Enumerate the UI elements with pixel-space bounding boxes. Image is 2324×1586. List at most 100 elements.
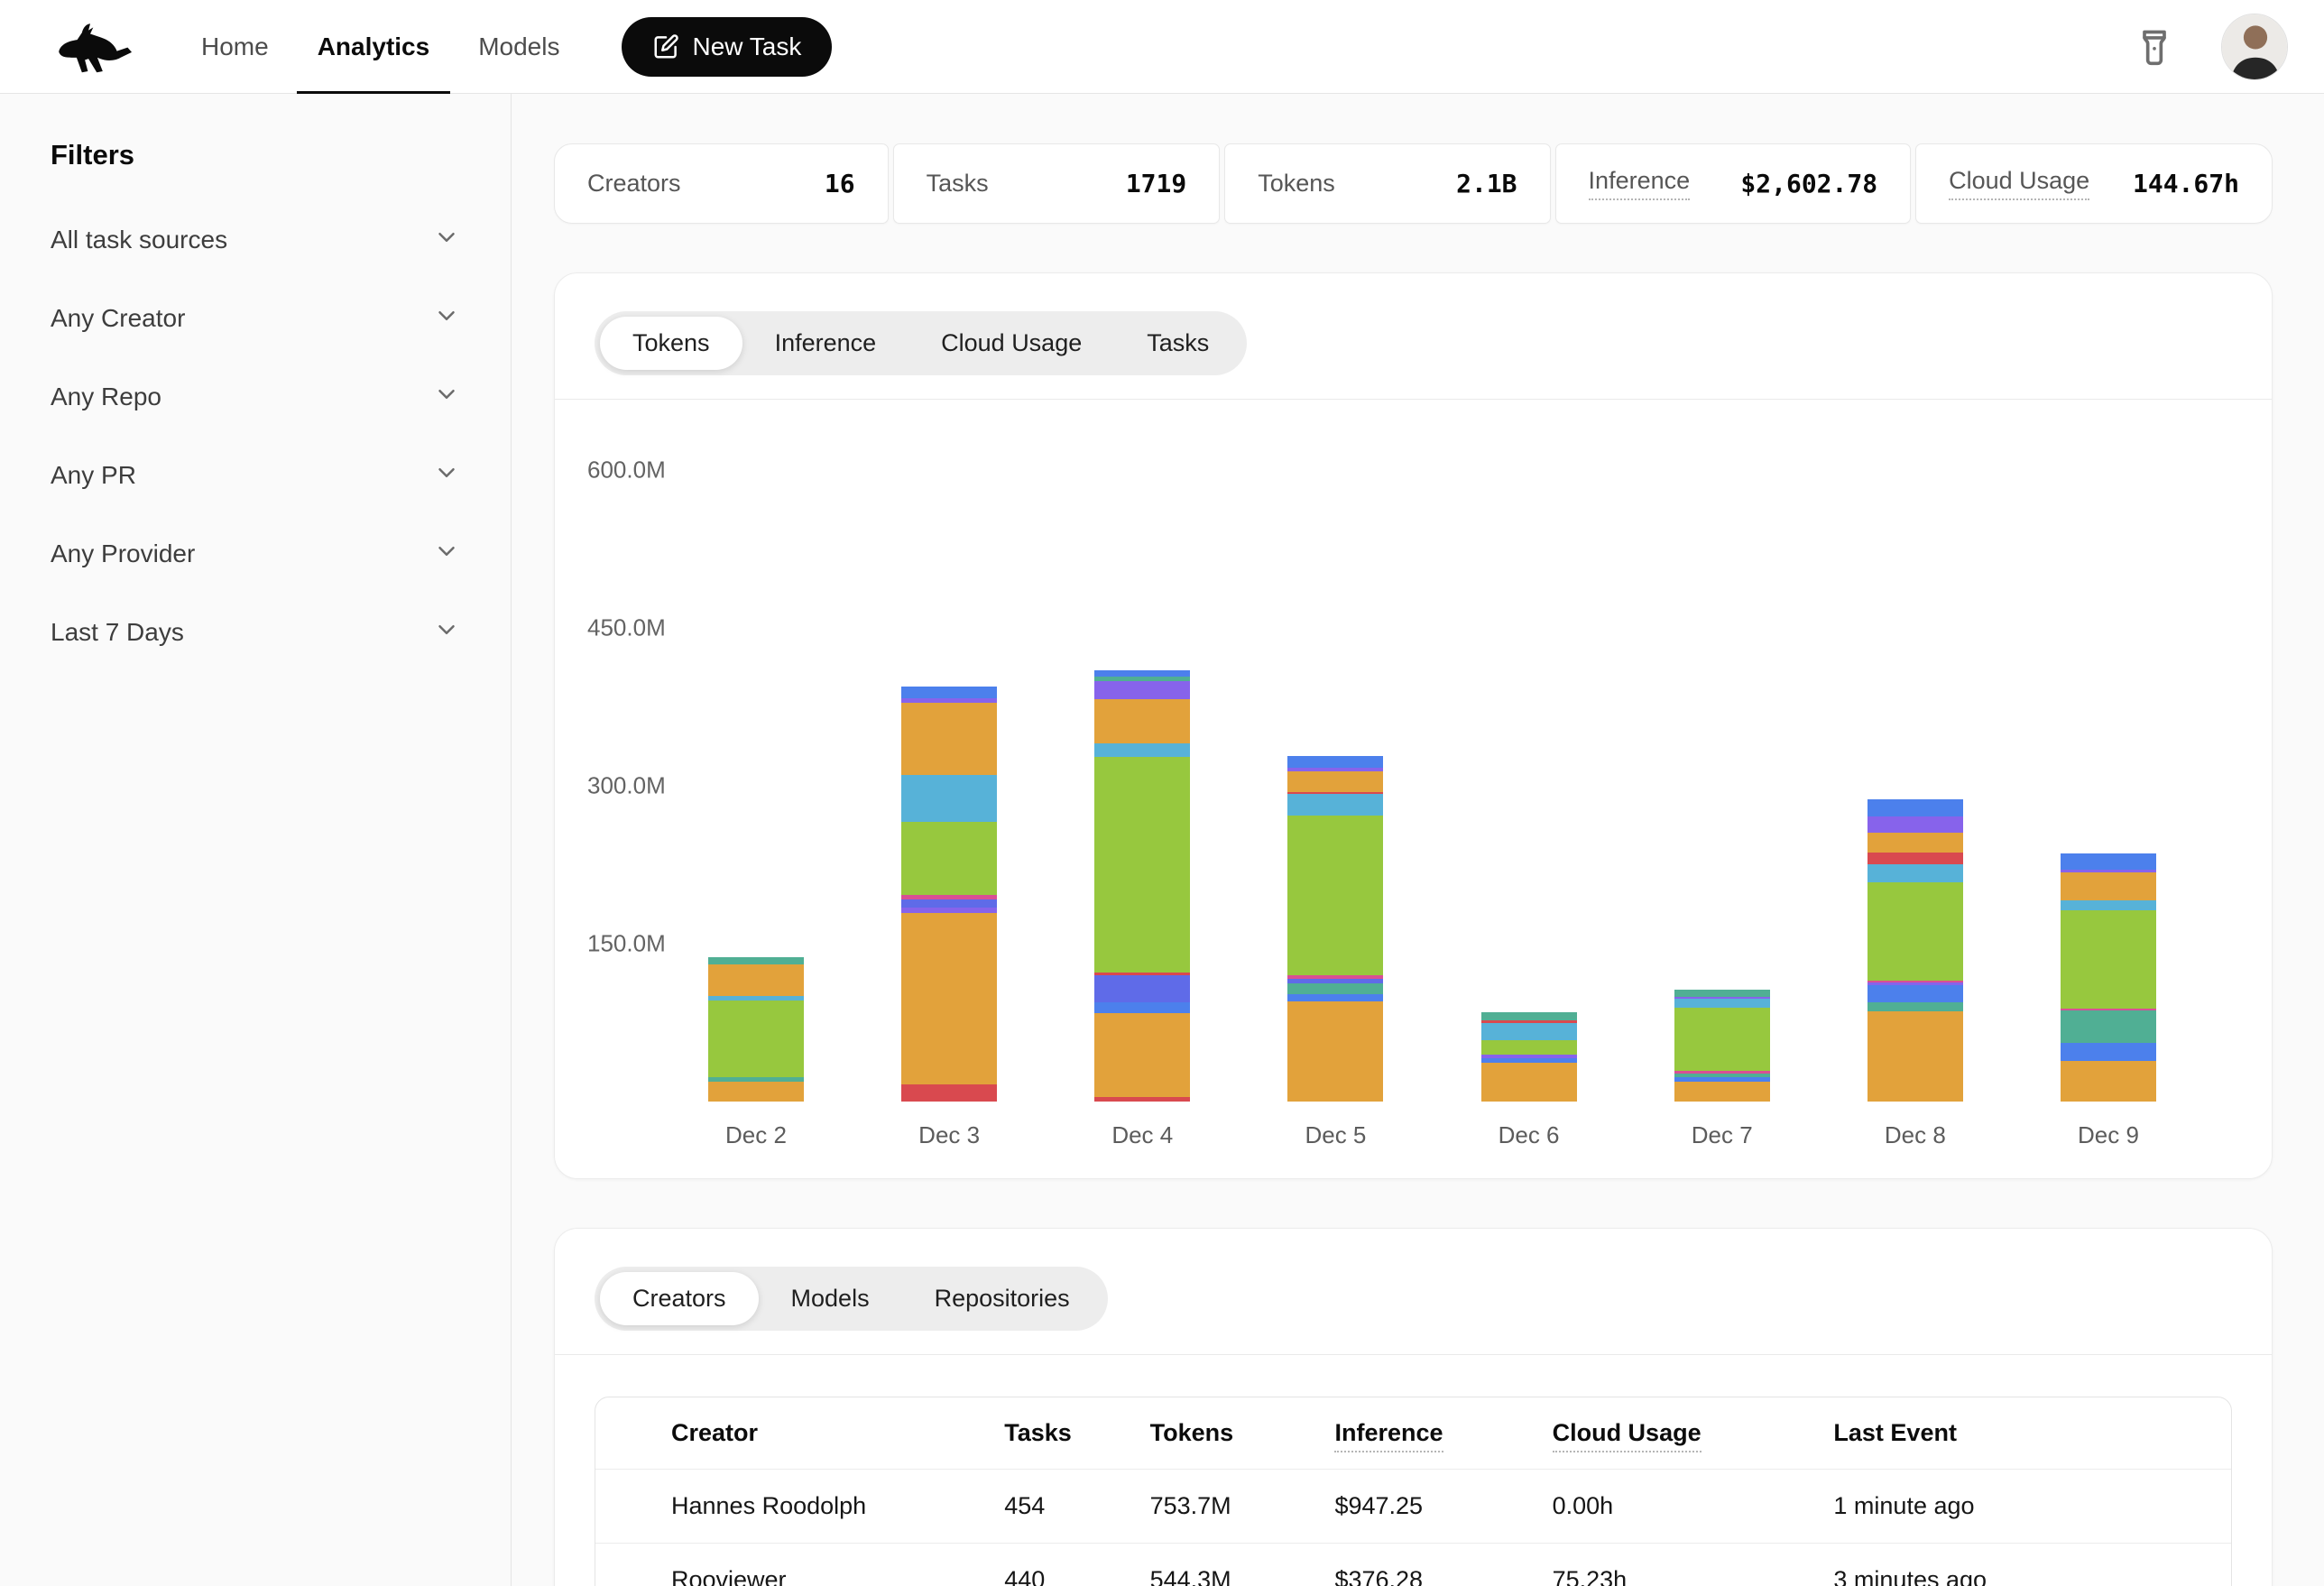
col-header-last-event: Last Event <box>1833 1397 2231 1470</box>
bar-segment-purple <box>901 698 998 703</box>
x-label-dec-5: Dec 5 <box>1305 1121 1367 1148</box>
bar-segment-sky <box>1287 794 1384 816</box>
bar-segment-blue <box>1480 1057 1577 1063</box>
bar-segment-sky <box>901 775 998 822</box>
bar-segment-teal <box>708 1077 804 1082</box>
bar-segment-orange <box>1480 1062 1577 1102</box>
col-header-inference[interactable]: Inference <box>1334 1397 1552 1470</box>
col-header-cloud-usage[interactable]: Cloud Usage <box>1552 1397 1834 1470</box>
bar-segment-green <box>1867 882 1963 981</box>
table-tab-creators[interactable]: Creators <box>600 1272 759 1325</box>
bar-segment-blue <box>1094 1002 1191 1014</box>
filter-dropdown-any-provider[interactable]: Any Provider <box>51 538 460 569</box>
filter-dropdown-last-7-days[interactable]: Last 7 Days <box>51 616 460 648</box>
filter-dropdown-any-creator[interactable]: Any Creator <box>51 302 460 334</box>
bar-segment-purple <box>2060 870 2156 872</box>
chart-tabs: Tokens Inference Cloud Usage Tasks <box>595 311 1248 375</box>
flashlight-icon[interactable] <box>2135 27 2174 67</box>
bar-segment-sky <box>1867 864 1963 883</box>
bar-segment-pink <box>1867 980 1963 982</box>
bar-dec-9[interactable] <box>2060 853 2156 1102</box>
bar-segment-indigo <box>1094 975 1191 1003</box>
bar-dec-6[interactable] <box>1480 1011 1577 1102</box>
bar-segment-orange <box>901 913 998 1085</box>
x-label-dec-9: Dec 9 <box>2078 1121 2139 1148</box>
filter-list: All task sources Any Creator Any Repo Any P… <box>51 224 460 648</box>
bar-segment-red <box>1867 852 1963 865</box>
bar-segment-blue <box>901 687 998 699</box>
bar-segment-orange <box>2060 1060 2156 1102</box>
nav-item-home[interactable]: Home <box>201 32 269 60</box>
bar-segment-sky <box>1480 1022 1577 1041</box>
stat-label-creators: Creators <box>587 170 681 197</box>
bar-segment-purple <box>1674 997 1770 1000</box>
new-task-button[interactable]: New Task <box>622 16 833 77</box>
filter-dropdown-any-repo[interactable]: Any Repo <box>51 381 460 412</box>
stat-value-inference: $2,602.78 <box>1740 169 1878 198</box>
filter-dropdown-any-pr[interactable]: Any PR <box>51 459 460 491</box>
chart-tab-tasks[interactable]: Tasks <box>1114 317 1241 370</box>
cell-inference: $376.28 <box>1334 1566 1424 1586</box>
bar-dec-3[interactable] <box>901 687 998 1102</box>
table-body: Hannes Roodolph 454 753.7M $947.25 0.00h 1 mi… <box>595 1469 2231 1586</box>
bar-segment-pink <box>1674 1071 1770 1074</box>
chevron-down-icon <box>433 224 460 255</box>
col-header-label: Cloud Usage <box>1552 1419 1702 1452</box>
nav-item-analytics[interactable]: Analytics <box>293 0 455 94</box>
bar-segment-purple <box>901 908 998 914</box>
stat-inference: Inference $2,602.78 <box>1554 143 1912 224</box>
bar-segment-teal <box>2060 1010 2156 1044</box>
bar-dec-8[interactable] <box>1867 798 1963 1102</box>
new-task-label: New Task <box>692 32 802 60</box>
bar-segment-pink <box>1287 975 1384 979</box>
bar-segment-orange <box>1094 698 1191 743</box>
y-tick-450: 450.0M <box>587 613 666 641</box>
bar-segment-teal <box>1094 676 1191 681</box>
stat-value-tasks: 1719 <box>1125 169 1187 198</box>
chevron-down-icon <box>433 538 460 569</box>
user-avatar[interactable] <box>2221 13 2288 80</box>
chart-tab-inference[interactable]: Inference <box>742 317 909 370</box>
cell-inference: $947.25 <box>1334 1492 1424 1519</box>
bar-segment-sky <box>708 996 804 1001</box>
main-nav: Home Analytics Models <box>177 0 584 94</box>
table-card: Creators Models Repositories Creator Tasks T… <box>554 1228 2273 1586</box>
chevron-down-icon <box>433 616 460 648</box>
stat-label-inference[interactable]: Inference <box>1588 167 1691 200</box>
bar-segment-teal <box>1674 990 1770 998</box>
table-tab-models[interactable]: Models <box>759 1272 902 1325</box>
cell-tokens: 753.7M <box>1149 1492 1231 1519</box>
chart-tab-cloud-usage[interactable]: Cloud Usage <box>908 317 1114 370</box>
table-tab-repositories[interactable]: Repositories <box>902 1272 1102 1325</box>
bar-segment-purple <box>1867 816 1963 833</box>
filter-label: Last 7 Days <box>51 617 184 646</box>
chevron-down-icon <box>433 459 460 491</box>
stat-value-cloud-usage: 144.67h <box>2132 169 2239 198</box>
topbar-right <box>2135 13 2288 80</box>
table-row[interactable]: Rooviewer 440 544.3M $376.28 75.23h 3 minutes… <box>595 1543 2231 1586</box>
bar-segment-green <box>1480 1040 1577 1055</box>
table-row[interactable]: Hannes Roodolph 454 753.7M $947.25 0.00h 1 mi… <box>595 1469 2231 1544</box>
bar-dec-4[interactable] <box>1094 669 1191 1102</box>
edit-icon <box>652 33 679 60</box>
x-label-dec-8: Dec 8 <box>1884 1121 1946 1148</box>
chart-tab-tokens[interactable]: Tokens <box>600 317 742 370</box>
bar-dec-5[interactable] <box>1287 755 1384 1102</box>
kangaroo-logo-icon[interactable] <box>51 17 134 77</box>
nav-item-models[interactable]: Models <box>478 32 560 60</box>
x-label-dec-4: Dec 4 <box>1111 1121 1174 1148</box>
filters-sidebar: Filters All task sources Any Creator Any R… <box>0 94 512 1586</box>
col-header-label: Creator <box>671 1419 759 1446</box>
stat-label-cloud-usage[interactable]: Cloud Usage <box>1949 167 2090 200</box>
col-header-label: Tasks <box>1004 1419 1072 1446</box>
bar-segment-teal <box>1287 983 1384 995</box>
filter-dropdown-all-task-sources[interactable]: All task sources <box>51 224 460 255</box>
cell-tasks: 454 <box>1004 1492 1046 1519</box>
bar-segment-teal <box>708 957 804 965</box>
bar-segment-orange <box>708 964 804 997</box>
bar-segment-green <box>901 821 998 896</box>
x-label-dec-6: Dec 6 <box>1498 1121 1560 1148</box>
bar-dec-2[interactable] <box>708 957 804 1102</box>
bar-dec-7[interactable] <box>1674 990 1770 1102</box>
bar-segment-indigo <box>1287 978 1384 984</box>
